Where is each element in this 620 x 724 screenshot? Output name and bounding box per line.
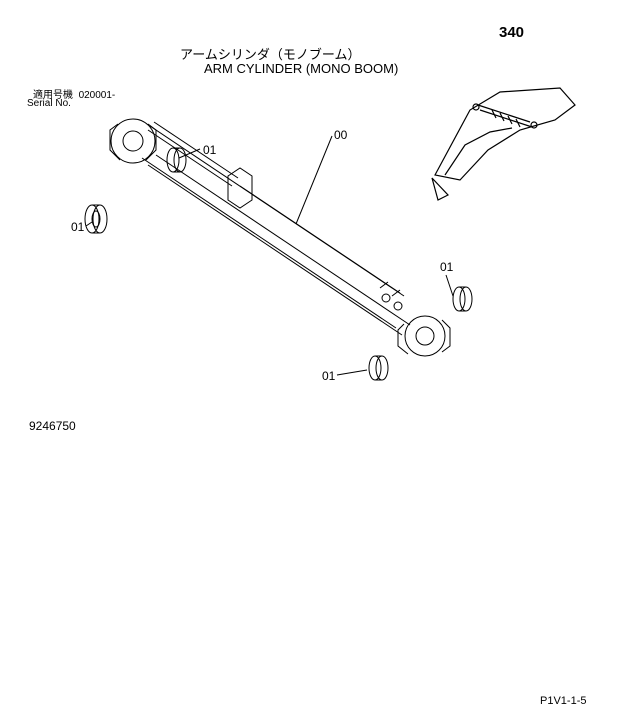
technical-drawing [0,0,620,724]
bushing-bottom-right [453,287,472,311]
leader-01-bottom [337,370,367,375]
leader-00 [296,136,332,224]
leader-01-right [446,275,453,296]
mini-boom-assembly [432,88,575,200]
bushing-top-left-detached [85,205,107,233]
cylinder-body [142,122,410,335]
top-eye [110,119,156,163]
leader-01-left [86,222,92,226]
bushing-bottom-left [369,356,388,380]
